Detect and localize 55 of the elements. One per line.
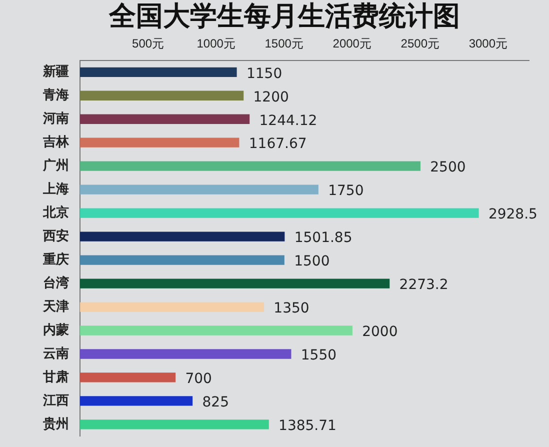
- x-tick-label: 2500元: [400, 36, 440, 51]
- x-tick-label: 1000元: [196, 36, 236, 51]
- data-label: 2500: [430, 160, 466, 176]
- bar: [80, 396, 193, 406]
- y-tick-label: 吉林: [42, 134, 70, 150]
- data-label: 1550: [300, 348, 337, 364]
- y-tick-label: 北京: [42, 204, 69, 220]
- data-label: 1385.71: [278, 418, 336, 434]
- y-tick-label: 内蒙: [43, 322, 69, 338]
- bar: [80, 161, 420, 171]
- data-label: 700: [185, 371, 212, 388]
- data-label: 825: [202, 394, 229, 411]
- y-tick-label: 重庆: [42, 252, 69, 267]
- y-tick-label: 西安: [42, 228, 69, 244]
- y-tick-label: 上海: [42, 181, 69, 196]
- y-tick-label: 甘肃: [42, 369, 69, 384]
- x-tick-label: 3000元: [468, 36, 508, 51]
- bar: [80, 420, 269, 430]
- data-label: 1501.85: [294, 230, 352, 246]
- bar: [80, 67, 237, 77]
- data-label: 2000: [362, 324, 398, 340]
- bar: [80, 208, 479, 218]
- data-label: 1244.12: [259, 112, 318, 129]
- bar: [80, 255, 284, 265]
- data-label: 1167.67: [248, 136, 307, 152]
- y-tick-label: 青海: [42, 87, 69, 102]
- chart-title: 全国大学生每月生活费统计图: [108, 0, 461, 34]
- x-tick-label: 500元: [132, 36, 164, 51]
- data-label: 2928.5: [488, 206, 538, 223]
- bar: [80, 184, 318, 194]
- bar: [80, 372, 176, 382]
- data-label: 1150: [246, 66, 282, 82]
- data-label: 1500: [294, 254, 330, 270]
- bar: [80, 349, 292, 359]
- bar: [80, 114, 250, 124]
- data-label: 1200: [253, 89, 289, 106]
- data-label: 1750: [328, 183, 364, 200]
- y-tick-label: 河南: [42, 110, 69, 126]
- y-tick-label: 广州: [42, 158, 69, 173]
- bar: [80, 278, 390, 288]
- data-label: 1350: [274, 300, 310, 317]
- y-tick-label: 新疆: [42, 64, 69, 79]
- x-tick-label: 2000元: [332, 36, 372, 51]
- bar: [80, 138, 240, 148]
- bar: [80, 90, 244, 100]
- bar: [80, 326, 352, 336]
- bar: [80, 232, 285, 242]
- y-tick-label: 贵州: [42, 416, 69, 432]
- x-tick-label: 1500元: [264, 36, 304, 51]
- y-tick-label: 台湾: [43, 275, 69, 290]
- data-label: 2273.2: [399, 277, 448, 294]
- y-tick-label: 天津: [42, 298, 69, 314]
- y-tick-label: 江西: [42, 392, 69, 408]
- y-tick-label: 云南: [43, 346, 69, 361]
- bar: [80, 302, 264, 312]
